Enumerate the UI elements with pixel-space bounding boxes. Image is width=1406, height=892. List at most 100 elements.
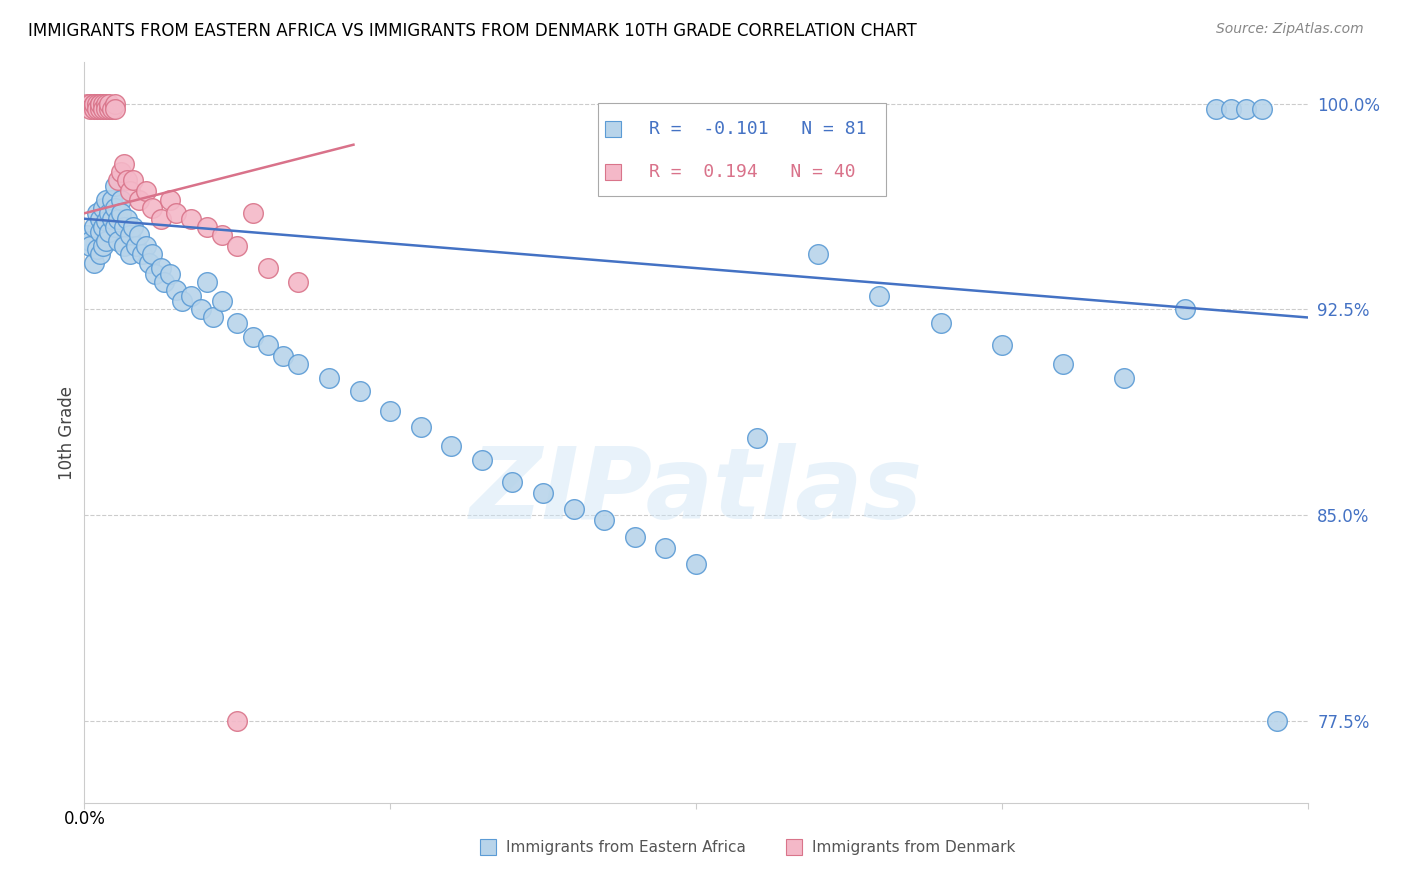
Text: IMMIGRANTS FROM EASTERN AFRICA VS IMMIGRANTS FROM DENMARK 10TH GRADE CORRELATION: IMMIGRANTS FROM EASTERN AFRICA VS IMMIGR… (28, 22, 917, 40)
Point (104, 219, 127, 234)
Point (112, 157, 135, 171)
Point (89, 96, 111, 111)
Point (115, 211, 138, 226)
Point (1205, 102, 1227, 116)
Point (624, 530, 647, 544)
Point (471, 453, 494, 467)
Point (211, 293, 233, 308)
Point (531, 486, 554, 500)
Point (79, 234, 101, 248)
Point (107, 234, 129, 248)
Point (149, 211, 172, 226)
Point (79, 239, 101, 253)
Point (86, 206, 108, 220)
Point (141, 247, 163, 261)
Point (125, 239, 148, 253)
Point (226, 316, 249, 330)
Point (91, 201, 114, 215)
Point (929, 316, 952, 330)
Point (138, 255, 160, 269)
Text: Immigrants from Eastern Africa: Immigrants from Eastern Africa (506, 839, 747, 855)
Point (1052, 357, 1074, 371)
Point (257, 261, 280, 276)
Point (107, 173, 129, 187)
Point (153, 275, 176, 289)
Point (747, 431, 769, 445)
Point (89, 102, 111, 116)
Point (128, 228, 150, 243)
Point (135, 184, 157, 198)
Point (110, 165, 132, 179)
Point (94, 193, 117, 207)
Text: Immigrants from Denmark: Immigrants from Denmark (813, 839, 1015, 855)
Point (869, 288, 891, 302)
Point (807, 247, 830, 261)
Point (86, 96, 108, 111)
Point (135, 239, 157, 253)
FancyBboxPatch shape (598, 103, 886, 195)
Point (141, 201, 163, 215)
Point (79, 96, 101, 111)
Point (349, 384, 371, 399)
Text: R =  0.194   N = 40: R = 0.194 N = 40 (650, 162, 856, 181)
Point (287, 357, 309, 371)
Point (128, 193, 150, 207)
Point (89, 211, 111, 226)
Point (149, 261, 172, 276)
Point (97, 206, 120, 220)
Point (1174, 302, 1197, 317)
Point (122, 173, 145, 187)
Point (1236, 102, 1258, 116)
Point (83, 219, 105, 234)
Point (97, 226, 120, 240)
Point (97, 102, 120, 116)
Point (97, 96, 120, 111)
Point (76, 228, 98, 243)
Point (991, 338, 1014, 352)
Point (440, 439, 463, 453)
Point (271, 349, 294, 363)
Text: 0.0%: 0.0% (63, 810, 105, 828)
Text: R =  -0.101   N = 81: R = -0.101 N = 81 (650, 120, 868, 138)
Point (195, 219, 218, 234)
Point (122, 219, 145, 234)
Point (83, 102, 105, 116)
Point (201, 310, 224, 325)
Point (242, 206, 264, 220)
Point (685, 558, 707, 572)
Point (287, 275, 309, 289)
Point (242, 329, 264, 343)
Point (226, 239, 249, 253)
Point (101, 193, 124, 207)
Point (94, 214, 117, 228)
Point (112, 239, 135, 253)
Point (79, 102, 101, 116)
Point (104, 96, 127, 111)
Point (120, 247, 142, 261)
Point (94, 102, 117, 116)
Point (195, 275, 218, 289)
Y-axis label: 10th Grade: 10th Grade (58, 385, 76, 480)
Point (143, 267, 166, 281)
Point (562, 502, 585, 516)
Point (1114, 371, 1136, 385)
Point (1265, 714, 1288, 728)
Point (91, 219, 114, 234)
Point (654, 541, 676, 555)
Point (94, 96, 117, 111)
Point (257, 338, 280, 352)
Point (380, 403, 402, 417)
Point (226, 714, 249, 728)
Point (91, 239, 114, 253)
Point (101, 211, 124, 226)
Point (83, 255, 105, 269)
Point (104, 102, 127, 116)
Point (89, 226, 111, 240)
Point (1250, 102, 1272, 116)
Point (159, 193, 181, 207)
Point (110, 206, 132, 220)
Point (91, 102, 114, 116)
Point (104, 201, 127, 215)
Point (165, 206, 187, 220)
Point (115, 173, 138, 187)
